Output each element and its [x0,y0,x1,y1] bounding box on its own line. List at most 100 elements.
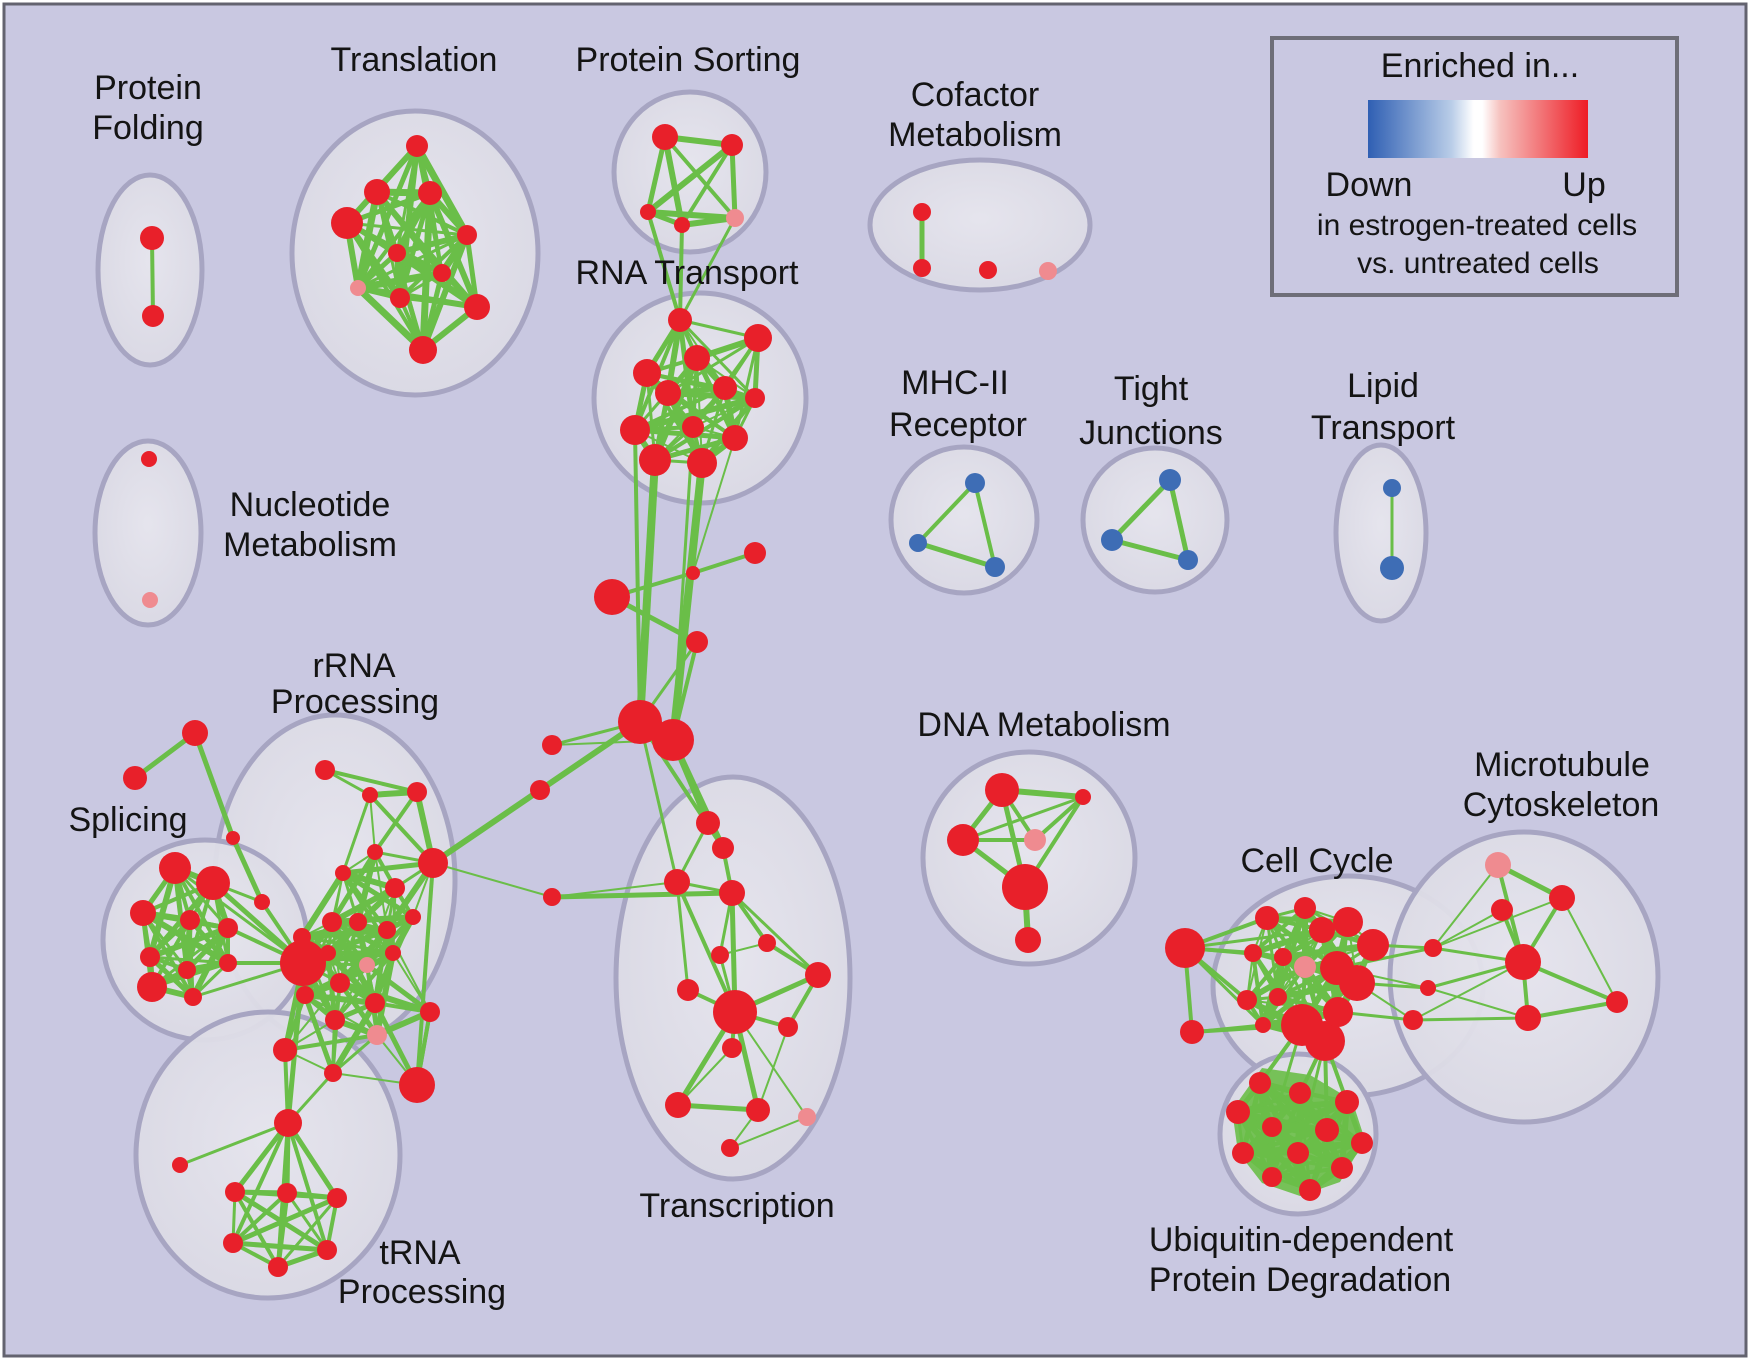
gene-set-node[interactable] [711,946,729,964]
gene-set-node[interactable] [758,934,776,952]
gene-set-node[interactable] [655,380,681,406]
gene-set-node[interactable] [1178,550,1198,570]
gene-set-node[interactable] [399,1067,435,1103]
gene-set-node[interactable] [182,720,208,746]
gene-set-node[interactable] [367,844,383,860]
gene-set-node[interactable] [1226,1100,1250,1124]
gene-set-node[interactable] [1357,929,1389,961]
gene-set-node[interactable] [985,557,1005,577]
gene-set-node[interactable] [409,336,437,364]
gene-set-node[interactable] [620,415,650,445]
gene-set-node[interactable] [407,782,427,802]
gene-set-node[interactable] [686,566,700,580]
gene-set-node[interactable] [1323,997,1353,1027]
gene-set-node[interactable] [542,735,562,755]
gene-set-node[interactable] [317,1240,337,1260]
gene-set-node[interactable] [1255,906,1279,930]
gene-set-node[interactable] [1403,1010,1423,1030]
gene-set-node[interactable] [719,880,745,906]
gene-set-node[interactable] [218,918,238,938]
gene-set-node[interactable] [633,359,661,387]
gene-set-node[interactable] [1244,944,1262,962]
gene-set-node[interactable] [364,179,390,205]
gene-set-node[interactable] [1380,556,1404,580]
gene-set-node[interactable] [674,217,690,233]
gene-set-node[interactable] [1515,1005,1541,1031]
gene-set-node[interactable] [172,1157,188,1173]
gene-set-node[interactable] [652,719,694,761]
gene-set-node[interactable] [1335,1090,1359,1114]
gene-set-node[interactable] [1351,1132,1373,1154]
gene-set-node[interactable] [367,1025,387,1045]
gene-set-node[interactable] [1549,885,1575,911]
gene-set-node[interactable] [325,1010,345,1030]
gene-set-node[interactable] [746,1098,770,1122]
gene-set-node[interactable] [1159,469,1181,491]
gene-set-node[interactable] [1505,944,1541,980]
gene-set-node[interactable] [130,900,156,926]
gene-set-node[interactable] [1101,529,1123,551]
gene-set-node[interactable] [140,226,164,250]
gene-set-node[interactable] [1039,262,1057,280]
gene-set-node[interactable] [668,308,692,332]
gene-set-node[interactable] [142,305,164,327]
gene-set-node[interactable] [1424,939,1442,957]
gene-set-node[interactable] [330,973,350,993]
gene-set-node[interactable] [1289,1082,1311,1104]
gene-set-node[interactable] [1333,907,1363,937]
gene-set-node[interactable] [530,780,550,800]
gene-set-node[interactable] [225,1182,245,1202]
gene-set-node[interactable] [274,1109,302,1137]
gene-set-node[interactable] [254,894,270,910]
gene-set-node[interactable] [909,534,927,552]
gene-set-node[interactable] [722,425,748,451]
gene-set-node[interactable] [712,837,734,859]
gene-set-node[interactable] [652,124,678,150]
gene-set-node[interactable] [1180,1020,1204,1044]
gene-set-node[interactable] [385,878,405,898]
gene-set-node[interactable] [385,945,401,961]
gene-set-node[interactable] [1262,1167,1282,1187]
gene-set-node[interactable] [687,448,717,478]
gene-set-node[interactable] [1015,927,1041,953]
gene-set-node[interactable] [745,388,765,408]
gene-set-node[interactable] [349,913,367,931]
gene-set-node[interactable] [350,280,366,296]
gene-set-node[interactable] [713,376,737,400]
gene-set-node[interactable] [405,909,421,925]
gene-set-node[interactable] [1255,1017,1271,1033]
gene-set-node[interactable] [1315,1118,1339,1142]
gene-set-node[interactable] [324,1064,342,1082]
gene-set-node[interactable] [618,700,662,744]
gene-set-node[interactable] [778,1017,798,1037]
gene-set-node[interactable] [913,203,931,221]
gene-set-node[interactable] [1269,988,1287,1006]
gene-set-node[interactable] [543,888,561,906]
gene-set-node[interactable] [1237,990,1257,1010]
gene-set-node[interactable] [686,631,708,653]
gene-set-node[interactable] [378,921,396,939]
gene-set-node[interactable] [418,181,442,205]
gene-set-node[interactable] [277,1183,297,1203]
gene-set-node[interactable] [1331,1157,1353,1179]
gene-set-node[interactable] [180,910,200,930]
gene-set-node[interactable] [420,1002,440,1022]
gene-set-node[interactable] [1339,965,1375,1001]
gene-set-node[interactable] [219,954,237,972]
gene-set-node[interactable] [362,787,378,803]
gene-set-node[interactable] [322,912,342,932]
gene-set-node[interactable] [985,773,1019,807]
gene-set-node[interactable] [359,957,375,973]
gene-set-node[interactable] [1232,1142,1254,1164]
gene-set-node[interactable] [677,979,699,1001]
gene-set-node[interactable] [1294,897,1316,919]
gene-set-node[interactable] [418,848,448,878]
gene-set-node[interactable] [1165,928,1205,968]
gene-set-node[interactable] [365,993,385,1013]
gene-set-node[interactable] [722,1038,742,1058]
gene-set-node[interactable] [141,451,157,467]
gene-set-node[interactable] [979,261,997,279]
gene-set-node[interactable] [640,204,656,220]
gene-set-node[interactable] [1024,829,1046,851]
gene-set-node[interactable] [273,1038,297,1062]
